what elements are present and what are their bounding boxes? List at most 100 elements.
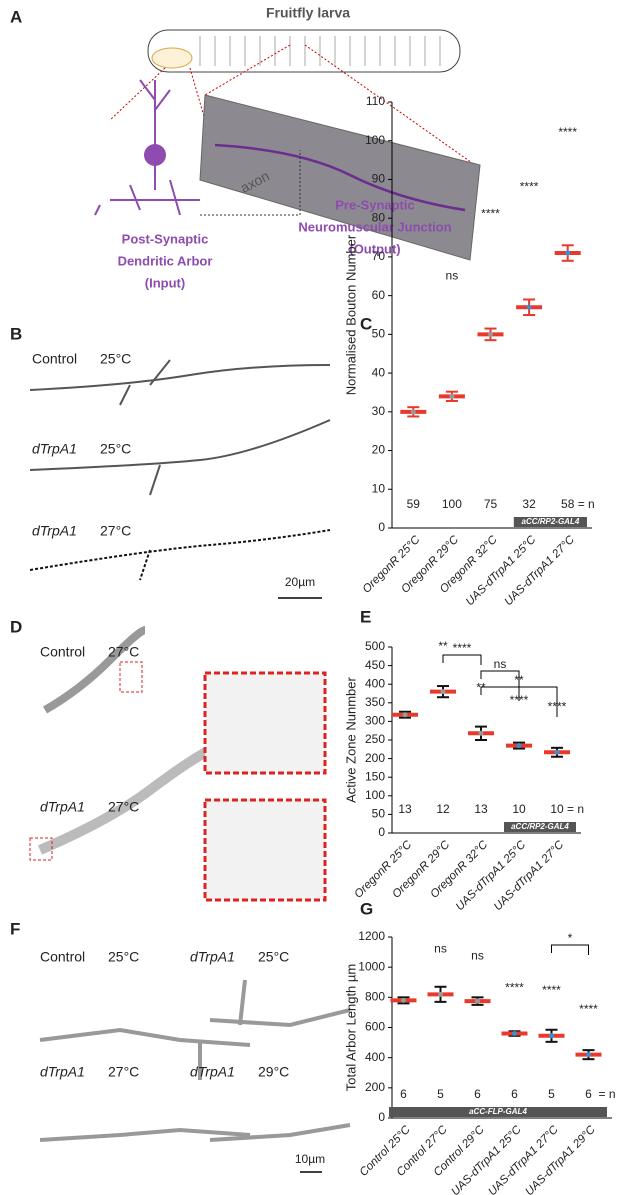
bracket-label: * bbox=[568, 931, 573, 945]
brain bbox=[151, 47, 193, 69]
n-suffix: = n bbox=[567, 802, 584, 816]
y-tick-label: 0 bbox=[378, 520, 385, 534]
y-tick-label: 30 bbox=[372, 404, 386, 418]
bracket bbox=[480, 686, 558, 717]
n-label: 6 bbox=[511, 1087, 518, 1101]
y-tick-label: 0 bbox=[378, 825, 385, 839]
n-label: 10 bbox=[550, 802, 564, 816]
y-tick-label: 400 bbox=[365, 1050, 385, 1064]
n-label: 6 bbox=[400, 1087, 407, 1101]
x-tick-label: UAS-dTrpA1 27°C bbox=[492, 838, 567, 913]
panel-label: G bbox=[360, 899, 373, 918]
pre-label: Neuromuscular Junction bbox=[298, 219, 451, 234]
panel-label: E bbox=[360, 607, 371, 626]
image-label: dTrpA1 bbox=[32, 523, 77, 539]
image-label: 25°C bbox=[108, 949, 139, 965]
image-label: 25°C bbox=[100, 441, 131, 457]
title: Fruitfly larva bbox=[266, 5, 350, 21]
image-label: Control bbox=[40, 949, 85, 965]
y-axis-label: Total Arbor Length µm bbox=[343, 964, 358, 1091]
zoom-box bbox=[203, 798, 327, 902]
nmj-image bbox=[38, 745, 213, 855]
group-box bbox=[513, 517, 587, 527]
n-label: 10 bbox=[512, 802, 526, 816]
group-color bbox=[402, 712, 408, 718]
axon-line bbox=[200, 150, 301, 216]
y-axis-label: Normalised Bouton Number bbox=[343, 234, 358, 395]
y-tick-label: 200 bbox=[365, 1080, 385, 1094]
scale-label: 10µm bbox=[295, 1152, 325, 1166]
n-label: 75 bbox=[484, 497, 498, 511]
x-tick-label: UAS-dTrpA1 27°C bbox=[486, 1123, 561, 1195]
group-box bbox=[504, 822, 576, 832]
bracket bbox=[442, 654, 482, 665]
image-label: 27°C bbox=[108, 1064, 139, 1080]
group-color bbox=[526, 304, 532, 310]
group-color bbox=[440, 689, 446, 695]
group-color bbox=[438, 991, 443, 997]
group-color bbox=[554, 749, 560, 755]
image-label: 25°C bbox=[258, 949, 289, 965]
group-color bbox=[565, 250, 571, 256]
significance: ns bbox=[446, 268, 459, 282]
significance: **** bbox=[481, 207, 500, 221]
post-label: Post-Synaptic bbox=[122, 231, 209, 246]
group-color bbox=[475, 998, 480, 1004]
n-suffix: = n bbox=[599, 1087, 616, 1101]
y-tick-label: 70 bbox=[372, 249, 386, 263]
y-tick-label: 100 bbox=[365, 133, 385, 147]
n-label: 13 bbox=[474, 802, 488, 816]
y-tick-label: 50 bbox=[372, 807, 386, 821]
y-tick-label: 150 bbox=[365, 769, 385, 783]
x-tick-label: UAS-dTrpA1 25°C bbox=[449, 1123, 524, 1195]
image-label: dTrpA1 bbox=[190, 1064, 235, 1080]
y-tick-label: 400 bbox=[365, 676, 385, 690]
bracket bbox=[480, 670, 520, 701]
y-tick-label: 0 bbox=[378, 1110, 385, 1124]
significance: ns bbox=[471, 948, 484, 962]
significance: ns bbox=[434, 941, 447, 955]
pre-label: (Output) bbox=[349, 241, 400, 256]
image-label: Control bbox=[32, 351, 77, 367]
nmj bbox=[214, 143, 466, 212]
group-label: aCC-FLP-GAL4 bbox=[469, 1107, 527, 1116]
y-tick-label: 1000 bbox=[358, 959, 385, 973]
group-label: aCC/RP2-GAL4 bbox=[511, 822, 569, 831]
roi bbox=[29, 837, 53, 861]
significance: ** bbox=[438, 639, 448, 653]
y-tick-label: 40 bbox=[372, 365, 386, 379]
neuron-image bbox=[209, 979, 351, 1028]
panel-label: B bbox=[10, 324, 22, 343]
significance: **** bbox=[579, 1002, 598, 1016]
y-tick-label: 300 bbox=[365, 714, 385, 728]
schematic: Fruitfly larva axon Post-Synaptic Dendri… bbox=[94, 5, 481, 290]
bracket-label: ns bbox=[494, 657, 507, 671]
y-tick-label: 200 bbox=[365, 751, 385, 765]
image-label: 25°C bbox=[100, 351, 131, 367]
dendrite bbox=[94, 79, 200, 216]
image-label: dTrpA1 bbox=[40, 799, 85, 815]
n-label: 6 bbox=[474, 1087, 481, 1101]
n-label: 32 bbox=[522, 497, 536, 511]
y-tick-label: 110 bbox=[366, 94, 385, 108]
image-label: 27°C bbox=[108, 799, 139, 815]
image-label: dTrpA1 bbox=[190, 949, 235, 965]
image-label: Control bbox=[40, 644, 85, 660]
group-box bbox=[389, 1107, 607, 1117]
n-label: 58 bbox=[561, 497, 575, 511]
image-label: 27°C bbox=[108, 644, 139, 660]
panel-label: F bbox=[10, 919, 20, 938]
y-tick-label: 500 bbox=[365, 639, 385, 653]
n-label: 5 bbox=[548, 1087, 555, 1101]
muscles bbox=[199, 36, 441, 66]
significance: **** bbox=[542, 983, 561, 997]
post-label: (Input) bbox=[145, 275, 185, 290]
x-tick-label: UAS-dTrpA1 25°C bbox=[454, 838, 529, 913]
y-tick-label: 350 bbox=[365, 695, 385, 709]
x-tick-label: UAS-dTrpA1 27°C bbox=[503, 533, 578, 608]
y-tick-label: 80 bbox=[372, 210, 386, 224]
nmj-image bbox=[43, 626, 147, 714]
significance: **** bbox=[520, 179, 539, 193]
post-label: Dendritic Arbor bbox=[118, 253, 213, 268]
